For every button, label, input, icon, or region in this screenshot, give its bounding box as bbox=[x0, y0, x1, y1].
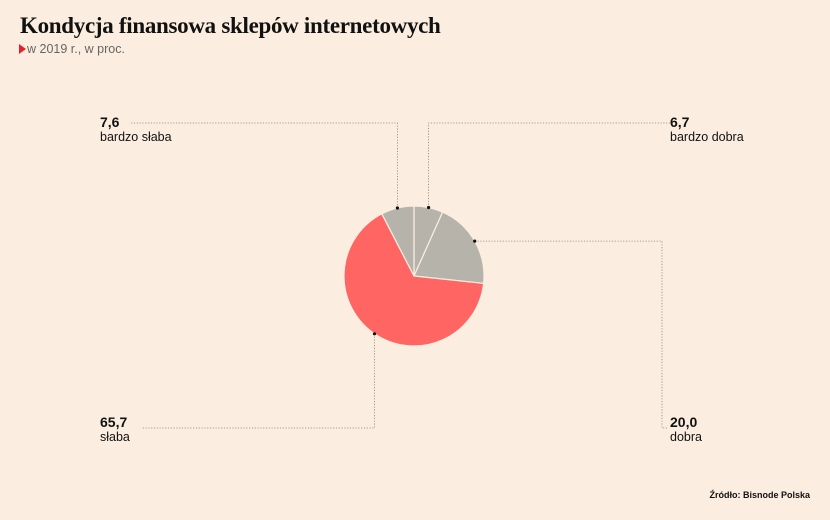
leader-dot-dobra bbox=[473, 239, 477, 243]
leader-line-słaba bbox=[142, 333, 375, 429]
slice-label-bardzo-dobra: 6,7 bardzo dobra bbox=[670, 114, 744, 145]
slice-category: bardzo dobra bbox=[670, 130, 744, 144]
leader-dot-słaba bbox=[372, 332, 377, 336]
subtitle-text: w 2019 r., w proc. bbox=[27, 42, 125, 56]
leader-line-bardzo-dobra bbox=[428, 122, 670, 208]
slice-value: 20,0 bbox=[670, 414, 698, 430]
slice-category: dobra bbox=[670, 430, 702, 444]
slice-label-dobra: 20,0 dobra bbox=[670, 414, 702, 445]
leader-dot-bardzo-słaba bbox=[395, 206, 399, 210]
slice-category: słaba bbox=[100, 430, 130, 444]
leader-line-bardzo-słaba bbox=[130, 122, 398, 208]
slice-label-bardzo-slaba: 7,6 bardzo słaba bbox=[100, 114, 172, 145]
chart-title: Kondycja finansowa sklepów internetowych bbox=[20, 13, 441, 38]
source-note: Źródło: Bisnode Polska bbox=[709, 490, 810, 500]
leader-lines bbox=[130, 122, 670, 429]
slice-label-slaba: 65,7 słaba bbox=[100, 414, 130, 445]
slice-category: bardzo słaba bbox=[100, 130, 172, 144]
slice-value: 65,7 bbox=[100, 414, 128, 430]
triangle-marker-icon bbox=[19, 44, 26, 54]
slice-value: 7,6 bbox=[100, 114, 120, 130]
chart-subtitle: w 2019 r., w proc. bbox=[19, 42, 125, 56]
pie-slices bbox=[343, 205, 485, 347]
leader-line-dobra bbox=[474, 240, 668, 429]
slice-value: 6,7 bbox=[670, 114, 690, 130]
leader-dot-bardzo-dobra bbox=[427, 205, 431, 210]
